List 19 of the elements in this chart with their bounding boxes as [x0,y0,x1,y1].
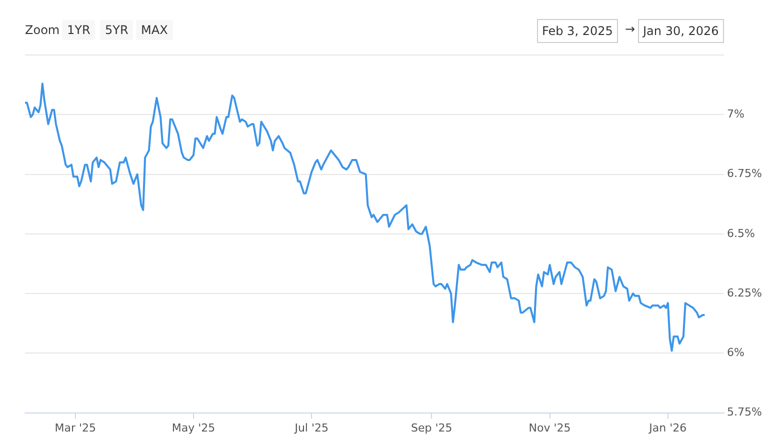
x-tick-label: Sep '25 [411,421,452,434]
x-tick-label: Nov '25 [528,421,571,434]
x-tick-label: May '25 [172,421,216,434]
y-tick-label: 6.25% [727,286,762,300]
y-tick-label: 6% [727,346,745,360]
x-tick-label: Jan '26 [648,421,687,434]
y-tick-label: 6.5% [727,226,756,240]
text: → [625,21,636,38]
y-tick-label: 5.75% [727,406,762,419]
text: MAX [136,20,173,40]
x-tick-label: Mar '25 [54,421,96,434]
x-tick-label: Jul '25 [294,421,328,434]
text: 5YR [100,20,134,40]
text: Jan 30, 2026 [638,19,724,43]
text: Zoom [25,22,60,39]
y-tick-label: 6.75% [727,167,762,180]
y-tick-label: 7% [727,107,745,120]
text: 1YR [62,20,96,40]
text: Feb 3, 2025 [537,19,618,43]
